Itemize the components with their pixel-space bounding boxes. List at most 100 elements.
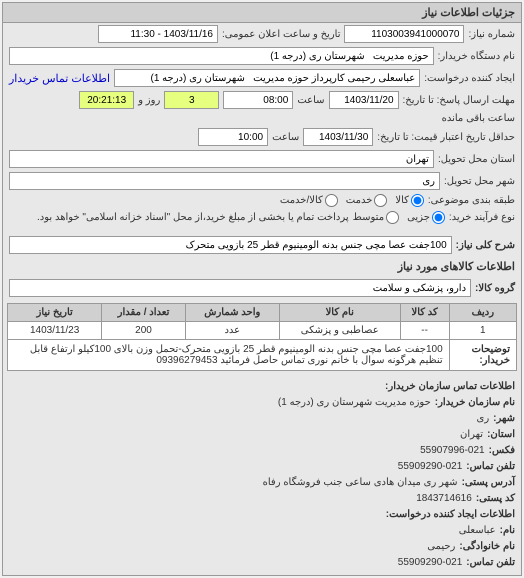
price-validity-label: حداقل تاریخ اعتبار قیمت: تا تاریخ: xyxy=(377,132,515,143)
radio-minor-input[interactable] xyxy=(432,211,445,224)
contact-org: حوزه مدیریت شهرستان ری (درجه 1) xyxy=(278,395,431,411)
desc-label: توضیحات خریدار: xyxy=(472,344,510,366)
radio-medium-input[interactable] xyxy=(386,211,399,224)
announce-datetime-label: تاریخ و ساعت اعلان عمومی: xyxy=(222,29,341,40)
price-validity-time-label: ساعت xyxy=(272,132,299,143)
td-qty: 200 xyxy=(102,322,185,340)
contact-header: اطلاعات تماس سازمان خریدار: xyxy=(385,379,515,395)
table-header-row: ردیف کد کالا نام کالا واحد شمارش تعداد /… xyxy=(8,304,517,322)
radio-minor[interactable]: جزیی xyxy=(407,211,445,224)
row-process-type: نوع فرآیند خرید: جزیی متوسط پرداخت تمام … xyxy=(3,209,521,226)
radio-medium[interactable]: متوسط xyxy=(353,211,399,224)
radio-all[interactable]: کالا xyxy=(395,194,424,207)
contact-fax-label: فکس: xyxy=(489,443,515,459)
remaining-suffix-label: ساعت باقی مانده xyxy=(442,113,515,124)
row-response-deadline: مهلت ارسال پاسخ: تا تاریخ: ساعت روز و سا… xyxy=(3,89,521,126)
creator-contact-link[interactable]: اطلاعات تماس خریدار xyxy=(9,72,110,85)
goods-section-title: اطلاعات کالاهای مورد نیاز xyxy=(3,256,521,277)
th-date: تاریخ نیاز xyxy=(8,304,102,322)
radio-all-input[interactable] xyxy=(411,194,424,207)
creator-header-line: اطلاعات ایجاد کننده درخواست: xyxy=(9,507,515,523)
goods-group-label: گروه کالا: xyxy=(475,283,515,294)
response-deadline-time-input[interactable] xyxy=(223,91,293,109)
contact-postal: 1843714616 xyxy=(416,491,472,507)
contact-phone: 55909290-021 xyxy=(398,459,463,475)
th-unit: واحد شمارش xyxy=(185,304,279,322)
td-unit: عدد xyxy=(185,322,279,340)
th-name: نام کالا xyxy=(279,304,400,322)
creator-name-label: نام: xyxy=(500,523,515,539)
request-number-input[interactable] xyxy=(344,25,464,43)
radio-goods-service-input[interactable] xyxy=(325,194,338,207)
process-radio-group: جزیی متوسط xyxy=(353,211,445,224)
request-number-label: شماره نیاز: xyxy=(468,29,515,40)
need-title-label: شرح کلی نیاز: xyxy=(456,240,515,251)
remaining-time-input xyxy=(79,91,134,109)
creator-surname-label: نام خانوادگی: xyxy=(459,539,515,555)
row-request-number: شماره نیاز: تاریخ و ساعت اعلان عمومی: xyxy=(3,23,521,45)
contact-province-line: استان: تهران xyxy=(9,427,515,443)
province-input[interactable] xyxy=(9,150,434,168)
radio-goods-service-label: کالا/خدمت xyxy=(280,195,323,206)
creator-name-line: نام: عباسعلی xyxy=(9,523,515,539)
contact-phone-label: تلفن تماس: xyxy=(466,459,515,475)
response-deadline-time-label: ساعت xyxy=(297,95,324,106)
contact-postal-line: کد پستی: 1843714616 xyxy=(9,491,515,507)
goods-group-input[interactable] xyxy=(9,279,471,297)
creator-surname: رحیمی xyxy=(427,539,455,555)
price-validity-date-input[interactable] xyxy=(303,128,373,146)
creator-phone-line: تلفن تماس: 55909290-021 xyxy=(9,555,515,571)
process-note: پرداخت تمام یا بخشی از مبلغ خرید،از محل … xyxy=(37,212,349,223)
radio-goods-service[interactable]: کالا/خدمت xyxy=(280,194,338,207)
creator-input[interactable] xyxy=(114,69,420,87)
goods-table: ردیف کد کالا نام کالا واحد شمارش تعداد /… xyxy=(7,303,517,371)
city-input[interactable] xyxy=(9,172,440,190)
row-need-title: شرح کلی نیاز: xyxy=(3,234,521,256)
contact-address-label: آدرس پستی: xyxy=(462,475,515,491)
radio-service-input[interactable] xyxy=(374,194,387,207)
contact-header-line: اطلاعات تماس سازمان خریدار: xyxy=(9,379,515,395)
contact-org-line: نام سازمان خریدار: حوزه مدیریت شهرستان ر… xyxy=(9,395,515,411)
radio-service[interactable]: خدمت xyxy=(346,194,388,207)
row-buyer-device: نام دستگاه خریدار: xyxy=(3,45,521,67)
table-desc-row: توضیحات خریدار: 100جفت عصا مچی جنس بدنه … xyxy=(8,340,517,371)
table-row: 1 -- عصاطبی و پزشکی عدد 200 1403/11/23 xyxy=(8,322,517,340)
creator-surname-line: نام خانوادگی: رحیمی xyxy=(9,539,515,555)
creator-header: اطلاعات ایجاد کننده درخواست: xyxy=(386,507,515,523)
announce-datetime-input[interactable] xyxy=(98,25,218,43)
th-qty: تعداد / مقدار xyxy=(102,304,185,322)
city-label: شهر محل تحویل: xyxy=(444,176,515,187)
creator-label: ایجاد کننده درخواست: xyxy=(424,73,515,84)
need-title-input[interactable] xyxy=(9,236,452,254)
td-date: 1403/11/23 xyxy=(8,322,102,340)
panel-title: جزئیات اطلاعات نیاز xyxy=(3,3,521,23)
province-label: استان محل تحویل: xyxy=(438,154,515,165)
category-label: طبقه بندی موضوعی: xyxy=(428,195,515,206)
spacer xyxy=(3,226,521,234)
th-row: ردیف xyxy=(449,304,516,322)
radio-service-label: خدمت xyxy=(346,195,373,206)
buyer-device-input[interactable] xyxy=(9,47,434,65)
contact-city-line: شهر: ری xyxy=(9,411,515,427)
remaining-days-input xyxy=(164,91,219,109)
price-validity-time-input[interactable] xyxy=(198,128,268,146)
contact-province: تهران xyxy=(460,427,483,443)
contact-city-label: شهر: xyxy=(493,411,515,427)
creator-phone-label: تلفن تماس: xyxy=(466,555,515,571)
td-code: -- xyxy=(400,322,449,340)
contact-fax-line: فکس: 55907996-021 xyxy=(9,443,515,459)
row-category: طبقه بندی موضوعی: کالا خدمت کالا/خدمت xyxy=(3,192,521,209)
remaining-days-label: روز و xyxy=(138,95,160,106)
table-container: ردیف کد کالا نام کالا واحد شمارش تعداد /… xyxy=(3,299,521,375)
td-desc-label: توضیحات خریدار: xyxy=(449,340,516,371)
contact-phone-line: تلفن تماس: 55909290-021 xyxy=(9,459,515,475)
row-province: استان محل تحویل: xyxy=(3,148,521,170)
category-radio-group: کالا خدمت کالا/خدمت xyxy=(280,194,424,207)
td-row: 1 xyxy=(449,322,516,340)
contact-section: اطلاعات تماس سازمان خریدار: نام سازمان خ… xyxy=(3,375,521,575)
radio-minor-label: جزیی xyxy=(407,212,430,223)
response-deadline-date-input[interactable] xyxy=(329,91,399,109)
creator-name: عباسعلی xyxy=(459,523,496,539)
response-deadline-label: مهلت ارسال پاسخ: تا تاریخ: xyxy=(403,95,515,106)
td-name: عصاطبی و پزشکی xyxy=(279,322,400,340)
